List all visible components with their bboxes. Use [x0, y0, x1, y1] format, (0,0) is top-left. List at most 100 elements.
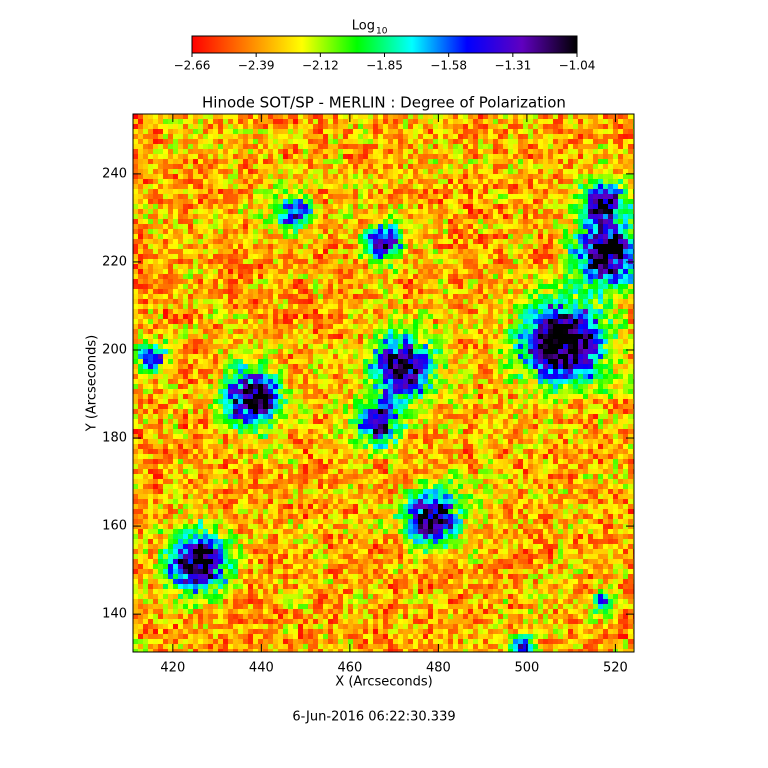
image-pixel [308, 134, 313, 139]
image-pixel [173, 274, 178, 279]
image-pixel [148, 429, 153, 434]
image-pixel [143, 324, 148, 329]
image-pixel [278, 574, 283, 579]
image-pixel [273, 639, 278, 644]
image-pixel [348, 354, 353, 359]
image-pixel [343, 599, 348, 604]
image-pixel [343, 239, 348, 244]
image-pixel [248, 134, 253, 139]
image-pixel [353, 429, 358, 434]
image-pixel [273, 434, 278, 439]
image-pixel [333, 284, 338, 289]
image-pixel [293, 449, 298, 454]
image-pixel [308, 219, 313, 224]
image-pixel [353, 334, 358, 339]
image-pixel [328, 634, 333, 639]
image-pixel [338, 279, 343, 284]
image-pixel [218, 619, 223, 624]
image-pixel [173, 469, 178, 474]
image-pixel [303, 514, 308, 519]
image-pixel [278, 349, 283, 354]
image-pixel [258, 279, 263, 284]
image-pixel [348, 184, 353, 189]
image-pixel [258, 464, 263, 469]
image-pixel [258, 364, 263, 369]
image-pixel [363, 144, 368, 149]
image-pixel [208, 154, 213, 159]
image-pixel [308, 174, 313, 179]
image-pixel [258, 499, 263, 504]
image-pixel [278, 624, 283, 629]
image-pixel [298, 204, 303, 209]
image-pixel [333, 399, 338, 404]
image-pixel [183, 529, 188, 534]
image-pixel [173, 359, 178, 364]
image-pixel [343, 189, 348, 194]
image-pixel [233, 219, 238, 224]
image-pixel [178, 294, 183, 299]
image-pixel [223, 534, 228, 539]
image-pixel [268, 199, 273, 204]
image-pixel [213, 174, 218, 179]
image-pixel [243, 199, 248, 204]
image-pixel [353, 594, 358, 599]
image-pixel [193, 234, 198, 239]
image-pixel [153, 289, 158, 294]
image-pixel [248, 284, 253, 289]
image-pixel [203, 299, 208, 304]
image-pixel [208, 449, 213, 454]
image-pixel [328, 149, 333, 154]
image-pixel [298, 199, 303, 204]
image-pixel [348, 159, 353, 164]
image-pixel [328, 369, 333, 374]
image-pixel [218, 384, 223, 389]
image-pixel [308, 449, 313, 454]
image-pixel [318, 454, 323, 459]
image-pixel [138, 494, 143, 499]
image-pixel [143, 519, 148, 524]
image-pixel [233, 604, 238, 609]
image-pixel [233, 229, 238, 234]
image-pixel [173, 289, 178, 294]
image-pixel [263, 359, 268, 364]
image-pixel [293, 369, 298, 374]
image-pixel [268, 504, 273, 509]
image-pixel [268, 459, 273, 464]
image-pixel [148, 469, 153, 474]
image-pixel [228, 589, 233, 594]
image-pixel [268, 434, 273, 439]
image-pixel [298, 174, 303, 179]
image-pixel [253, 439, 258, 444]
image-pixel [273, 604, 278, 609]
image-pixel [293, 139, 298, 144]
image-pixel [263, 134, 268, 139]
image-pixel [168, 214, 173, 219]
image-pixel [218, 274, 223, 279]
image-pixel [138, 609, 143, 614]
image-pixel [148, 424, 153, 429]
image-pixel [283, 214, 288, 219]
image-pixel [173, 514, 178, 519]
image-pixel [338, 324, 343, 329]
image-pixel [248, 569, 253, 574]
image-pixel [218, 574, 223, 579]
image-pixel [343, 539, 348, 544]
image-pixel [288, 334, 293, 339]
image-pixel [193, 464, 198, 469]
image-pixel [153, 629, 158, 634]
image-pixel [203, 119, 208, 124]
image-pixel [258, 139, 263, 144]
image-pixel [323, 544, 328, 549]
image-pixel [353, 469, 358, 474]
image-pixel [163, 349, 168, 354]
image-pixel [178, 579, 183, 584]
image-pixel [263, 469, 268, 474]
image-pixel [353, 349, 358, 354]
image-pixel [193, 429, 198, 434]
image-pixel [293, 289, 298, 294]
image-pixel [183, 519, 188, 524]
image-pixel [198, 154, 203, 159]
image-pixel [343, 449, 348, 454]
image-pixel [233, 179, 238, 184]
image-pixel [148, 389, 153, 394]
